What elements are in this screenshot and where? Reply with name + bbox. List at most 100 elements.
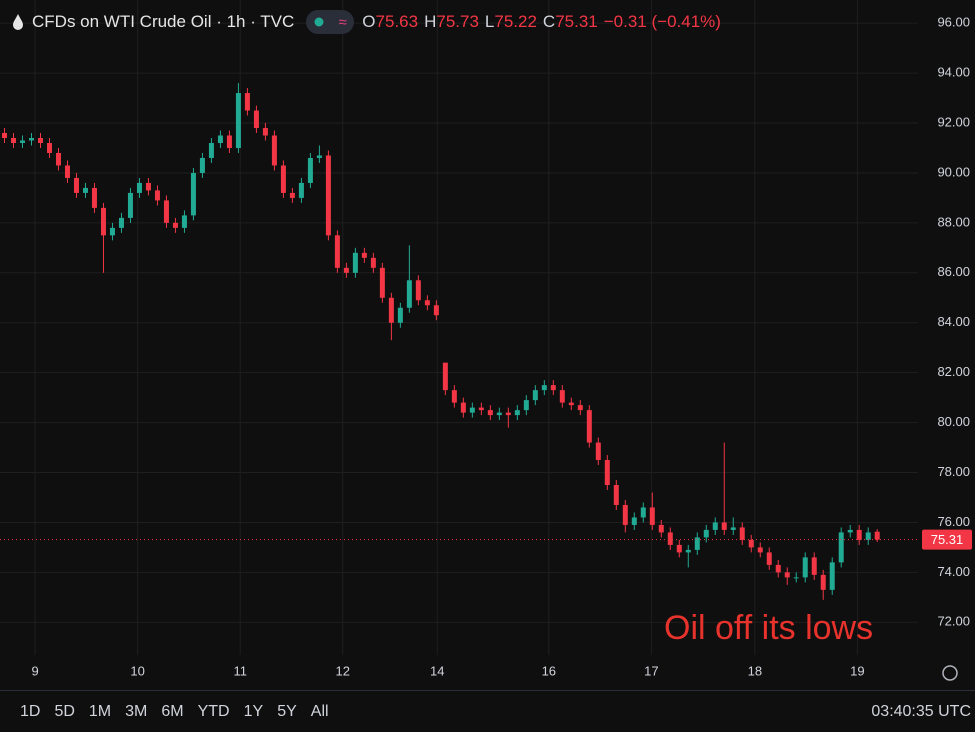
x-tick-label: 9: [31, 663, 38, 678]
candle-body: [595, 442, 601, 461]
candle-body: [631, 517, 637, 525]
range-button[interactable]: 5D: [54, 703, 75, 720]
candle-body: [1, 133, 7, 138]
candle-body: [406, 280, 412, 308]
candle-body: [82, 187, 88, 193]
candle-body: [397, 307, 403, 323]
candle-body: [838, 532, 844, 563]
candle-body: [307, 157, 313, 183]
candle-body: [505, 412, 511, 416]
candle-body: [226, 135, 232, 148]
candle-body: [496, 412, 502, 416]
candle-body: [145, 182, 151, 191]
candle-body: [451, 390, 457, 403]
candle-body: [658, 524, 664, 533]
candle-body: [793, 577, 799, 579]
candle-body: [127, 192, 133, 218]
candle-body: [757, 547, 763, 553]
y-tick-label: 74.00: [937, 564, 970, 579]
y-tick-label: 80.00: [937, 414, 970, 429]
range-button[interactable]: 1D: [20, 703, 41, 720]
candle-body: [217, 135, 223, 143]
candle-body: [379, 267, 385, 298]
candle-body: [676, 544, 682, 553]
range-button[interactable]: YTD: [197, 703, 230, 720]
x-tick-label: 17: [644, 663, 658, 678]
candle-body: [415, 280, 421, 301]
clock: 03:40:35 UTC: [871, 703, 971, 720]
y-tick-label: 84.00: [937, 314, 970, 329]
candle-body: [541, 385, 547, 391]
range-button[interactable]: 3M: [125, 703, 148, 720]
y-tick-label: 94.00: [937, 65, 970, 80]
x-tick-label: 19: [850, 663, 864, 678]
candle-body: [874, 531, 880, 540]
ohlc-key: O: [362, 12, 376, 31]
candle-body: [820, 574, 826, 590]
ohlc-key: L: [484, 12, 495, 31]
candle-body: [586, 410, 592, 443]
candle-body: [604, 460, 610, 485]
candle-body: [775, 564, 781, 573]
candle-body: [118, 217, 124, 228]
range-button[interactable]: 1M: [88, 703, 112, 720]
candle-body: [703, 529, 709, 538]
candle-body: [613, 484, 619, 505]
candle-body: [46, 142, 52, 153]
y-tick-label: 86.00: [937, 264, 970, 279]
ohlc-value: 75.63: [375, 12, 419, 31]
candle-body: [523, 400, 529, 411]
range-button[interactable]: 5Y: [277, 703, 297, 720]
y-tick-label: 92.00: [937, 114, 970, 129]
candle-body: [532, 390, 538, 401]
y-tick-label: 88.00: [937, 214, 970, 229]
status-pill[interactable]: ≈: [306, 10, 355, 34]
x-tick-label: 18: [748, 663, 762, 678]
candle-body: [199, 157, 205, 173]
candle-body: [37, 137, 43, 143]
candle-body: [190, 172, 196, 216]
candle-body: [253, 110, 259, 129]
range-buttons: 1D 5D 1M 3M 6M YTD 1Y 5Y All: [20, 703, 329, 721]
header: CFDs on WTI Crude Oil · 1h · TVC ≈ O 75.6…: [12, 10, 727, 34]
settings-icon: [942, 665, 958, 681]
candle-body: [784, 572, 790, 578]
candle-body: [550, 385, 556, 391]
candle-body: [289, 192, 295, 198]
candle-body: [91, 187, 97, 208]
range-button[interactable]: 6M: [161, 703, 184, 720]
chart: 72.00 74.00 76.00 78.00 80.00 82.00 84.00 86.00…: [0, 0, 972, 681]
toolbar: 1D 5D 1M 3M 6M YTD 1Y 5Y All 03:40:35 UTC: [0, 690, 975, 732]
candle-body: [154, 190, 160, 201]
candle-body: [577, 405, 583, 411]
symbol-title[interactable]: CFDs on WTI Crude Oil · 1h · TVC: [32, 12, 295, 31]
candle-body: [181, 215, 187, 228]
x-tick-label: 14: [430, 663, 444, 678]
candle-body: [433, 305, 439, 316]
candle-body: [811, 557, 817, 575]
candle-body: [136, 182, 142, 193]
candle-body: [262, 128, 268, 136]
candle-body: [847, 529, 853, 533]
ohlc-value: 75.22: [494, 12, 537, 31]
candle-body: [370, 257, 376, 268]
candle-body: [469, 407, 475, 413]
candle-body: [730, 527, 736, 530]
candle-body: [235, 93, 241, 148]
ohlc-key: C: [542, 12, 556, 31]
drop-icon: [13, 14, 23, 30]
last-price-badge: [922, 529, 972, 550]
candle-body: [766, 552, 772, 565]
candle-body: [424, 300, 430, 306]
range-button[interactable]: 1Y: [243, 703, 264, 720]
y-tick-label: 82.00: [937, 364, 970, 379]
candle-body: [712, 522, 718, 530]
ohlc-key: H: [424, 12, 437, 31]
candle-body: [280, 165, 286, 193]
ohlc-value: 75.73: [436, 12, 479, 31]
y-tick-label: 90.00: [937, 164, 970, 179]
candle-body: [721, 522, 727, 530]
x-tick-label: 16: [542, 663, 556, 678]
y-tick-label: 72.00: [937, 614, 970, 629]
range-button[interactable]: All: [310, 703, 329, 720]
